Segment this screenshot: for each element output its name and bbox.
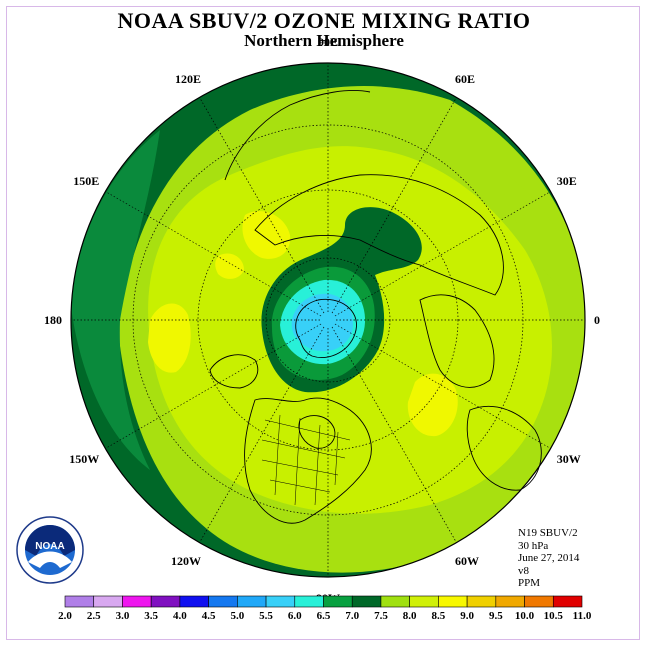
contour-7-5-east xyxy=(500,170,578,300)
colorbar-segment xyxy=(237,595,267,608)
longitude-label: 150E xyxy=(73,174,99,188)
meridian-line xyxy=(334,323,551,449)
coast-europe xyxy=(419,294,495,388)
logo-text: NOAA xyxy=(35,541,64,552)
longitude-label: 120E xyxy=(175,72,201,86)
colorbar-label: 3.5 xyxy=(144,610,158,622)
colorbar-segment xyxy=(351,595,382,608)
coast-north-america xyxy=(244,397,372,524)
colorbar-segment xyxy=(495,595,525,608)
logo-upper xyxy=(25,525,75,556)
noaa-logo: NOAA xyxy=(16,516,84,584)
colorbar-segment xyxy=(409,595,439,608)
satellite-label: N19 SBUV/2 xyxy=(518,527,578,539)
colorbar-segment xyxy=(93,595,123,608)
page-subtitle: Northern Hemisphere xyxy=(244,31,404,50)
colorbar-segment xyxy=(179,595,209,608)
meridian-line xyxy=(199,97,325,314)
colorbar-label: 4.5 xyxy=(202,610,216,622)
colorbar-label: 9.5 xyxy=(489,610,503,622)
colorbar-segment xyxy=(380,595,410,608)
longitude-label: 120W xyxy=(171,554,201,568)
logo-gull xyxy=(28,551,72,568)
colorbar-segment xyxy=(552,595,583,608)
meridian-line xyxy=(331,97,457,314)
meridian-line xyxy=(334,191,551,317)
longitude-label: 0 xyxy=(594,313,600,327)
colorbar-segment xyxy=(438,595,468,608)
colorbar-segment xyxy=(150,595,181,608)
colorbar-segment xyxy=(524,595,554,608)
meridian-line xyxy=(105,323,322,449)
colorbar-label: 11.0 xyxy=(573,610,592,622)
colorbar-segment xyxy=(208,595,238,608)
longitude-label: 60W xyxy=(455,554,479,568)
ozone-field xyxy=(71,63,585,577)
page-title: NOAA SBUV/2 OZONE MIXING RATIO xyxy=(117,8,531,33)
colorbar-segment xyxy=(466,595,497,608)
meridians xyxy=(71,63,585,577)
contour-8-5-d xyxy=(407,373,458,437)
coast-hudson xyxy=(298,415,336,449)
units-label: PPM xyxy=(518,577,541,589)
colorbar-label: 5.0 xyxy=(230,610,244,622)
colorbar-label: 7.0 xyxy=(345,610,359,622)
meridian-line xyxy=(199,326,325,543)
graticule xyxy=(71,63,585,577)
colorbar-segment xyxy=(122,595,152,608)
colorbar-label: 9.0 xyxy=(460,610,474,622)
colorbar-label: 8.0 xyxy=(403,610,417,622)
longitude-label: 180 xyxy=(44,313,62,327)
colorbar-segment xyxy=(294,595,324,608)
version-label: v8 xyxy=(518,565,529,577)
colorbar-label: 10.0 xyxy=(515,610,535,622)
longitude-label: 150W xyxy=(69,452,99,466)
longitude-label: 90E xyxy=(318,35,338,49)
contour-7-0-west xyxy=(71,130,160,470)
colorbar-label: 8.5 xyxy=(432,610,446,622)
meridian-line xyxy=(331,326,457,543)
colorbar-label: 2.5 xyxy=(87,610,101,622)
colorbar-label: 5.5 xyxy=(259,610,273,622)
colorbar-segment xyxy=(323,595,353,608)
level-label: 30 hPa xyxy=(518,540,549,552)
longitude-label: 30W xyxy=(557,452,581,466)
colorbar-label: 2.0 xyxy=(58,610,72,622)
colorbar-segment xyxy=(265,595,296,608)
colorbar-label: 7.5 xyxy=(374,610,388,622)
contour-8-5-c xyxy=(148,303,191,373)
coast-alaska xyxy=(209,354,259,389)
colorbar-label: 10.5 xyxy=(544,610,564,622)
contour-8-5-b xyxy=(215,253,244,279)
longitude-label: 30E xyxy=(557,174,577,188)
longitude-labels: 90E60E30E030W60W90W120W150W180150E120E xyxy=(44,35,600,605)
colorbar-segment xyxy=(64,595,95,608)
colorbar-label: 6.5 xyxy=(317,610,331,622)
coast-asia xyxy=(254,174,504,296)
colorbar: 2.0 2.5 3.0 3.5 4.0 4.5 5.0 5.5 6.0 6.5 7.0 7.5 8.0 8… xyxy=(58,595,592,622)
longitude-label: 60E xyxy=(455,72,475,86)
coastlines xyxy=(209,90,542,524)
colorbar-label: 6.0 xyxy=(288,610,302,622)
plot-frame xyxy=(6,6,640,640)
latitude-50-circle xyxy=(197,189,459,451)
map-boundary xyxy=(70,62,586,578)
coast-east-asia xyxy=(224,90,371,181)
colorbar-label: 3.0 xyxy=(116,610,130,622)
contour-8-5-a xyxy=(242,211,291,259)
meridian-line xyxy=(105,191,322,317)
date-label: June 27, 2014 xyxy=(518,552,580,564)
colorbar-label: 4.0 xyxy=(173,610,187,622)
coast-greenland xyxy=(295,298,357,358)
us-state-lines xyxy=(261,414,351,506)
